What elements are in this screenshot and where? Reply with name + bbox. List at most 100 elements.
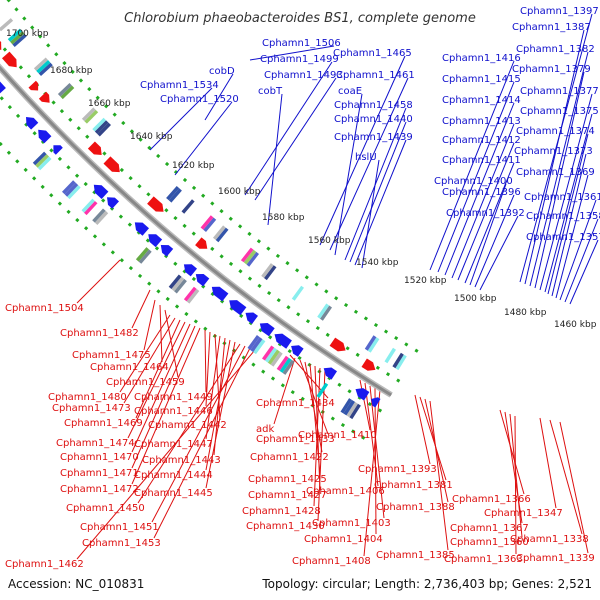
forward-gene-label: Cphamn1_1461 [336,70,415,81]
reverse-gene-label: Cphamn1_1450 [66,503,145,514]
forward-gene-label: Cphamn1_1534 [140,80,219,91]
forward-gene-arrow [107,197,119,209]
forward-rna-feature [343,400,355,416]
forward-leader-line [444,102,515,276]
reverse-leader-line [205,339,231,471]
reverse-gene-label: Cphamn1_1388 [376,502,455,513]
reverse-gene-arrow [0,40,2,50]
reverse-gene-label: Cphamn1_1425 [248,474,327,485]
forward-rna-feature [250,337,263,353]
forward-gene-arrow [259,323,275,337]
forward-leader-line [267,93,283,226]
kbp-tick-label: 1700 kbp [6,29,49,39]
reverse-leader-line [273,357,296,425]
forward-gene-arrow [93,184,109,199]
forward-rna-feature [253,339,266,355]
kbp-tick-label: 1520 kbp [404,276,447,286]
reverse-gene-arrow [38,91,50,103]
forward-gene-arrow [148,234,163,248]
forward-gene-label: Cphamn1_1358 [526,211,600,222]
reverse-gene-arrow [103,156,120,173]
reverse-leader-line [509,413,523,538]
reverse-gene-arrow [28,80,39,91]
forward-gene-label: Cphamn1_1369 [516,167,595,178]
reverse-gene-label: Cphamn1_1366 [452,494,531,505]
accession-text: Accession: NC_010831 [8,577,144,591]
forward-leader-line [555,174,589,299]
reverse-leader-line [499,409,525,495]
reverse-leader-line [429,400,449,551]
forward-leader-line [524,29,585,285]
reverse-gene-label: Cphamn1_1433 [256,434,335,445]
forward-leader-line [559,199,597,301]
reverse-rna-feature [215,227,229,243]
forward-rna-feature [340,398,352,414]
reverse-leader-line [369,385,385,519]
map-title: Chlorobium phaeobacteroides BS1, complet… [124,11,476,26]
forward-gene-label: Cphamn1_1400 [434,176,513,187]
forward-gene-label: Cphamn1_1387 [512,22,591,33]
reverse-gene-label: Cphamn1_1403 [312,518,391,529]
forward-gene-label: Cphamn1_1397 [520,6,599,17]
reverse-leader-line [123,317,176,404]
reverse-rna-feature [81,107,96,122]
forward-gene-label: Cphamn1_1357 [526,232,600,243]
reverse-leader-line [143,299,156,351]
reverse-leader-line [127,321,186,439]
forward-gene-label: Cphamn1_1375 [520,106,599,117]
reverse-leader-line [135,319,181,419]
forward-gene-label: cobD [209,66,235,77]
forward-leader-line [329,77,409,251]
kbp-tick-label: 1540 kbp [356,258,399,268]
forward-gene-label: coaE [338,86,362,97]
forward-leader-line [569,239,599,305]
forward-leader-line [474,194,515,288]
forward-gene-label: Cphamn1_1440 [334,114,413,125]
forward-rna-feature [279,357,292,373]
reverse-leader-line [419,396,447,481]
reverse-gene-label: Cphamn1_1442 [148,420,227,431]
reverse-gene-label: Cphamn1_1434 [256,398,335,409]
reverse-rna-feature [168,188,182,203]
forward-rna-feature [32,151,47,166]
kbp-tick-label: 1560 kbp [308,236,351,246]
forward-gene-label: Cphamn1_1377 [520,86,599,97]
forward-gene-label: Cphamn1_1374 [516,126,595,137]
reverse-leader-line [205,335,221,440]
reverse-leader-line [214,333,221,421]
forward-leader-line [204,73,234,121]
reverse-rna-feature [291,285,304,301]
reverse-gene-label: Cphamn1_1428 [242,506,321,517]
reverse-gene-label: Cphamn1_1422 [250,452,329,463]
forward-leader-line [551,153,587,297]
reverse-leader-line [76,349,256,560]
kbp-ticks: 1700 kbp 1680 kbp 1660 kbp 1640 kbp 1620 kbp… [6,29,597,330]
reverse-gene-label: Cphamn1_1447 [134,439,213,450]
forward-rna-feature [81,198,95,213]
reverse-rna-feature [0,18,14,32]
reverse-rna-feature [57,83,72,97]
forward-rna-feature [171,276,185,292]
forward-rna-feature [37,156,52,171]
reverse-rna-feature [264,265,277,281]
reverse-rna-feature [10,31,25,45]
forward-gene-label: Cphamn1_1392 [446,208,525,219]
forward-gene-label: Cphamn1_1439 [334,132,413,143]
kbp-tick-label: 1460 kbp [554,320,597,330]
forward-leader-line [174,101,233,176]
forward-rna-feature [135,247,149,262]
forward-gene-label: hslU [355,152,377,163]
forward-rna-feature [262,345,275,361]
forward-leader-line [349,121,407,263]
reverse-rna-feature [203,217,217,232]
forward-rna-feature [92,208,106,223]
reverse-leader-line [131,325,196,469]
reverse-gene-label: Cphamn1_1459 [106,377,185,388]
forward-rna-feature [94,210,109,225]
forward-leader-line [451,123,515,279]
reverse-gene-label: Cphamn1_1360 [450,537,529,548]
forward-gene-arrow [355,388,370,401]
reverse-leader-line [299,359,329,435]
forward-gene-arrow [323,367,337,380]
forward-leader-line [361,159,380,269]
